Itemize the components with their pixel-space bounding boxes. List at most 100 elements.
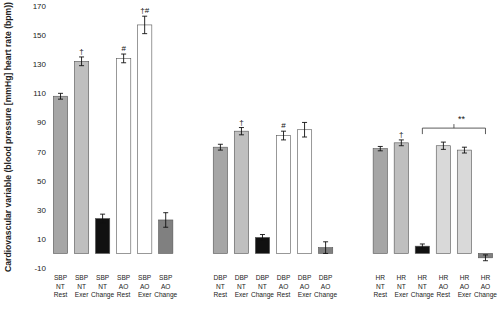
annotation: †	[399, 130, 403, 139]
x-tick-label-line: DBP	[319, 274, 333, 281]
error-bar	[323, 242, 328, 254]
annotation: †#	[140, 6, 149, 15]
x-tick-label-line: NT	[376, 283, 385, 290]
error-bar	[260, 235, 265, 241]
bracket	[422, 128, 485, 134]
x-tick-label: DBP NTExer	[235, 274, 249, 298]
x-tick-label-line: AO	[140, 283, 150, 290]
x-tick-label-line: AO	[481, 283, 491, 290]
x-tick-label-line: Exer	[458, 291, 472, 298]
chart: Cardiovascular variable (blood pressure …	[0, 0, 500, 312]
plot-area	[53, 16, 492, 261]
error-bar	[441, 142, 446, 149]
x-tick-label-line: AO	[279, 283, 289, 290]
x-tick-label-line: AO	[439, 283, 449, 290]
bar	[394, 143, 408, 254]
y-tick-label: 90	[37, 118, 46, 127]
error-bar	[462, 147, 467, 153]
x-tick-label-line: AO	[300, 283, 310, 290]
x-tick-label-line: HR	[418, 274, 428, 281]
error-bar	[281, 131, 286, 140]
annotation: †	[79, 47, 83, 56]
bar	[213, 147, 227, 253]
x-tick-label: HR NTChange	[411, 274, 434, 299]
error-bar	[239, 128, 244, 135]
x-tick-label-line: NT	[397, 283, 406, 290]
y-tick-label: -10	[34, 264, 46, 273]
bar	[297, 130, 311, 254]
x-tick-label: SBP NTExer	[75, 274, 89, 298]
bar	[234, 131, 248, 253]
bar	[436, 146, 450, 254]
x-tick-label-line: Exer	[138, 291, 152, 298]
annotation: †	[239, 118, 243, 127]
x-tick-label-line: Change	[91, 291, 114, 299]
error-bar	[58, 93, 63, 99]
x-tick-label-line: NT	[258, 283, 267, 290]
error-bar	[121, 54, 126, 63]
x-tick-label-line: DBP	[277, 274, 291, 281]
x-tick-label-line: HR	[481, 274, 491, 281]
y-axis-label: Cardiovascular variable (blood pressure …	[3, 2, 13, 272]
x-tick-label: HRNTExer	[395, 274, 409, 298]
y-tick-label: 150	[33, 31, 47, 40]
y-tick-label: 10	[37, 235, 46, 244]
error-bar	[218, 144, 223, 150]
y-tick-label: 50	[37, 177, 46, 186]
x-tick-label-line: Change	[411, 291, 434, 299]
x-tick-label-line: Change	[314, 291, 337, 299]
x-tick-label: SBPAORest	[117, 274, 131, 298]
x-tick-label-line: Change	[251, 291, 274, 299]
x-tick-label-line: AO	[321, 283, 331, 290]
x-tick-label-line: NT	[56, 283, 65, 290]
x-tick-label-line: DBP	[298, 274, 312, 281]
error-bar	[100, 214, 105, 223]
x-tick-label: DBPNTRest	[214, 274, 228, 298]
x-tick-label-line: Exer	[235, 291, 249, 298]
x-tick-label-line: Change	[154, 291, 177, 299]
x-tick-label-line: SBP	[96, 274, 110, 281]
x-tick-label-line: Change	[474, 291, 497, 299]
bar	[53, 96, 67, 253]
x-tick-label-line: Rest	[117, 291, 131, 298]
bar	[457, 150, 471, 253]
x-tick-label: SBP AOChange	[154, 274, 177, 299]
x-tick-label-line: Exer	[75, 291, 89, 298]
x-tick-label: SBPAOExer	[138, 274, 152, 298]
x-tick-label-line: Rest	[437, 291, 451, 298]
x-tick-label-line: DBP	[235, 274, 249, 281]
x-tick-label-line: HR	[439, 274, 449, 281]
annotation: **	[458, 114, 466, 124]
x-tick-label-line: Exer	[395, 291, 409, 298]
x-tick-label-line: HR	[460, 274, 470, 281]
x-tick-label-line: AO	[161, 283, 171, 290]
x-tick-label-line: NT	[237, 283, 246, 290]
x-tick-label-line: NT	[216, 283, 225, 290]
x-tick-label-line: SBP	[75, 274, 89, 281]
error-bar	[79, 57, 84, 66]
x-tick-label-line: AO	[460, 283, 470, 290]
x-tick-label-line: Rest	[277, 291, 291, 298]
x-tick-label-line: NT	[418, 283, 427, 290]
x-tick-label-line: SBP	[117, 274, 131, 281]
bar	[116, 58, 130, 253]
x-tick-label: SBPNTChange	[91, 274, 114, 299]
error-bar	[420, 244, 425, 248]
bar	[276, 136, 290, 254]
error-bar	[399, 140, 404, 146]
y-tick-label: 130	[33, 60, 47, 69]
y-tick-label: 70	[37, 148, 46, 157]
x-tick-label-line: NT	[77, 283, 86, 290]
x-tick-label: DBP AOExer	[298, 274, 312, 298]
x-tick-label-line: DBP	[256, 274, 270, 281]
x-tick-label-line: Rest	[214, 291, 228, 298]
bar	[95, 219, 109, 254]
x-tick-label-line: Exer	[298, 291, 312, 298]
y-tick-label: 110	[33, 89, 46, 98]
error-bar	[378, 146, 383, 150]
x-tick-label-line: Rest	[54, 291, 68, 298]
error-bar	[483, 255, 488, 261]
x-tick-label-line: SBP	[159, 274, 173, 281]
bar	[74, 61, 88, 253]
x-tick-label: HR AOChange	[474, 274, 497, 299]
